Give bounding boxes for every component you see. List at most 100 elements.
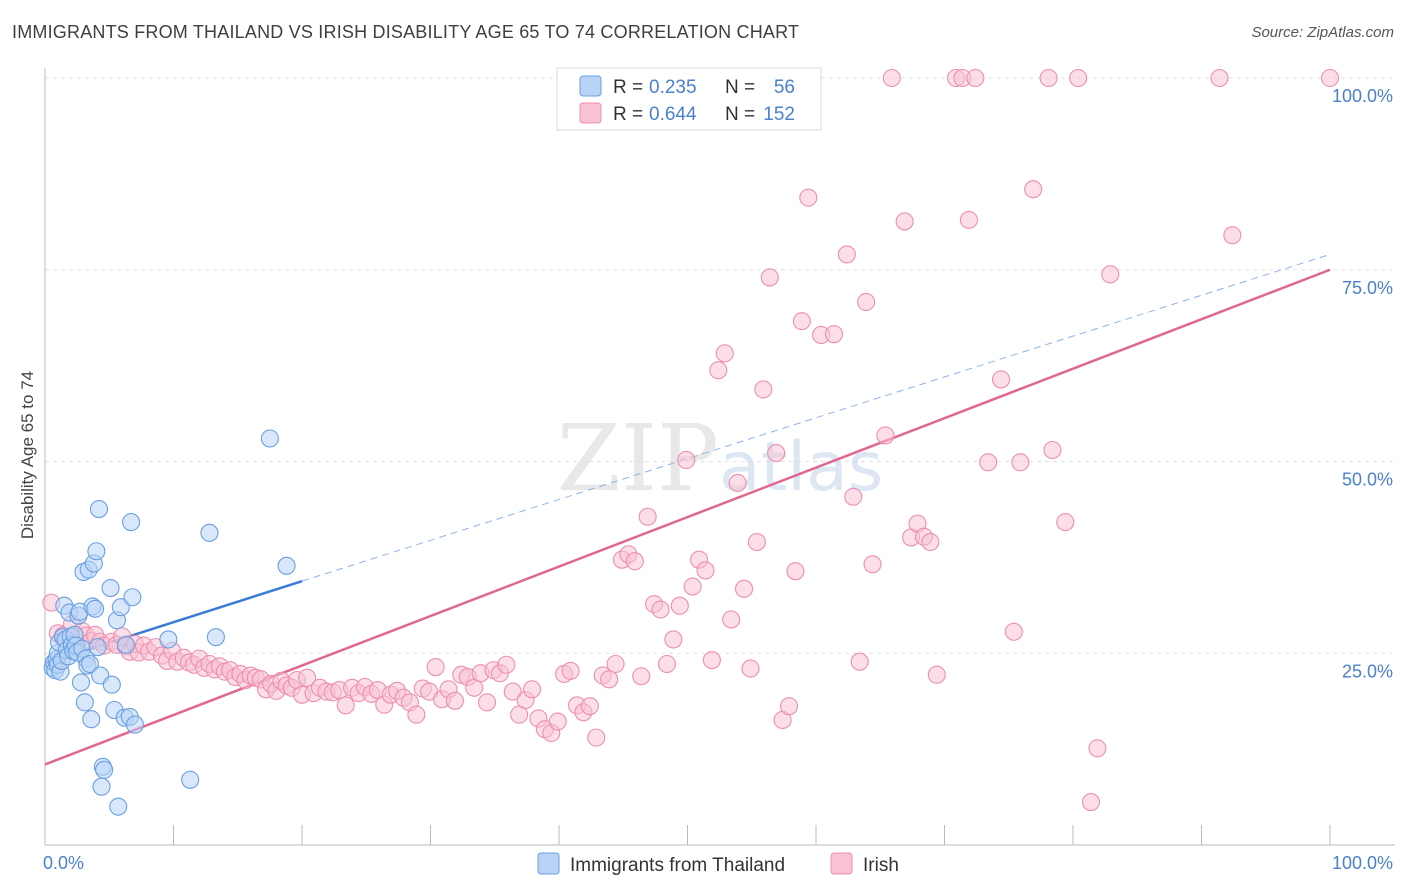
bottom-legend-label: Immigrants from Thailand [570,855,785,876]
irish-point [799,188,818,207]
irish-point [1024,180,1043,199]
legend-n-value: 56 [774,77,795,98]
irish-point [1004,622,1023,641]
thailand-point [200,523,219,542]
x-tick-labels: 0.0% 100.0% [43,853,1393,873]
legend: R = 0.235 N = 56 R = 0.644 N = 152 [556,67,822,131]
irish-point [1056,513,1075,532]
irish-point [1210,68,1229,88]
irish-point [882,68,901,88]
thailand-point [80,654,100,674]
thailand-point [109,797,128,816]
irish-point [1223,226,1242,245]
irish-point [548,712,567,731]
thailand-point [123,588,142,607]
irish-point [863,555,882,574]
thailand-point [87,542,106,561]
irish-point [497,655,516,674]
irish-point [722,610,741,629]
irish-point [857,292,876,312]
irish-point [895,212,914,231]
irish-point [959,210,978,229]
irish-point [477,693,497,712]
thailand-point [181,770,200,789]
thailand-point [125,715,144,734]
thailand-point [101,579,120,598]
irish-point [837,245,856,264]
irish-point [850,652,869,671]
legend-swatch [579,75,602,97]
irish-point [632,667,651,686]
irish-point [767,444,786,463]
thailand-point [92,777,111,796]
irish-point [991,370,1011,389]
irish-point [734,579,754,598]
x-tick-label: 0.0% [43,853,84,873]
irish-point [298,668,317,687]
thailand-point [260,429,279,448]
bottom-legend-swatch [830,852,853,875]
irish-point [728,473,747,493]
irish-point [824,325,844,344]
thailand-point [89,500,109,519]
irish-point [1011,453,1030,472]
irish-point [921,532,940,552]
irish-point [1088,739,1107,758]
irish-point [522,680,542,699]
irish-point [709,361,728,380]
irish-point [741,659,760,678]
irish-point [792,312,811,331]
irish-point [754,380,773,399]
chart-title: IMMIGRANTS FROM THAILAND VS IRISH DISABI… [12,22,800,42]
watermark: ZIPatlas [557,405,884,512]
irish-point [1069,68,1088,88]
legend-r-value: 0.235 [649,77,697,98]
irish-point [638,507,657,526]
irish-point [715,344,734,363]
irish-point [407,705,426,724]
irish-point [876,426,895,445]
legend-r-label: R = [613,104,643,125]
bottom-legend-swatch [537,852,560,875]
irish-point [683,577,702,596]
y-tick-label: 50.0% [1342,470,1393,490]
y-tick-label: 100.0% [1332,86,1393,106]
thailand-point [159,630,178,649]
thailand-point [95,760,114,779]
irish-point [696,561,715,580]
irish-point [927,665,946,684]
legend-n-label: N = [725,104,755,125]
irish-point [606,654,625,674]
irish-point [336,696,355,715]
y-tick-label: 25.0% [1342,661,1393,681]
irish-point [503,682,522,701]
x-tick-label: 100.0% [1332,853,1393,873]
legend-n-value: 152 [763,104,795,125]
y-tick-label: 75.0% [1342,278,1393,298]
irish-point [651,600,670,619]
thailand-point [88,638,107,657]
irish-point [779,697,799,716]
irish-point [747,532,766,552]
bottom-legend: Immigrants from Thailand Irish [537,852,899,876]
thailand-point [82,710,101,729]
irish-point [844,487,863,506]
bottom-legend-label: Irish [863,855,899,876]
thailand-point [71,673,91,692]
irish-point [580,697,599,716]
irish-point [426,658,445,677]
y-tick-labels: 25.0% 50.0% 75.0% 100.0% [1332,86,1393,681]
thailand-point [116,635,136,654]
irish-point [1101,265,1120,284]
irish-point [760,268,779,287]
legend-r-label: R = [613,77,643,98]
thailand-point [206,628,225,647]
legend-n-label: N = [725,77,755,98]
irish-point [670,596,689,615]
irish-point [786,562,805,581]
irish-point [625,552,644,571]
source-label: Source: ZipAtlas.com [1251,24,1394,41]
thailand-point [111,598,130,617]
irish-point [600,670,619,689]
